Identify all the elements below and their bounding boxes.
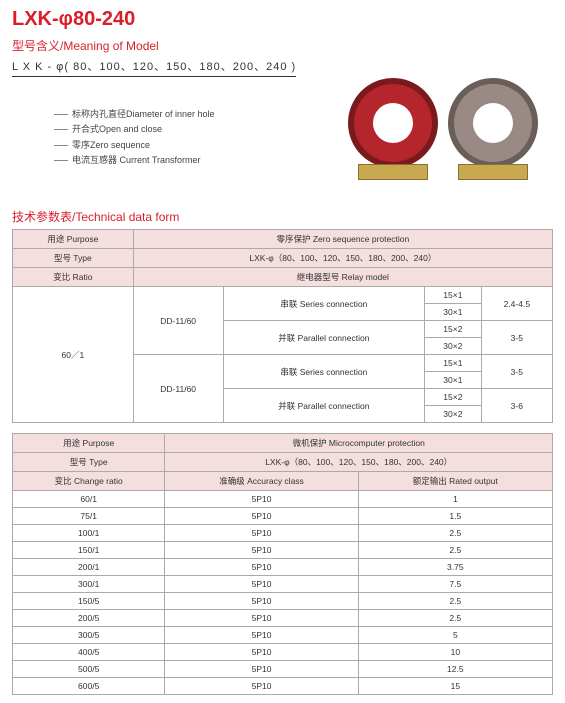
t2-cell: 200/5: [13, 610, 165, 627]
t2-cell: 5P10: [165, 525, 358, 542]
t2-cell: 7.5: [358, 576, 552, 593]
legend-item: 标称内孔直径Diameter of inner hole: [72, 107, 313, 122]
product-title: LXK-φ80-240: [12, 8, 553, 31]
t2-cell: 3.75: [358, 559, 552, 576]
t1-series: 串联 Series connection: [223, 355, 424, 389]
legend-list: 标称内孔直径Diameter of inner hole 开合式Open and…: [72, 107, 313, 168]
t2-cell: 300/1: [13, 576, 165, 593]
product-image: [333, 58, 553, 188]
t1-v: 15×1: [425, 355, 482, 372]
t1-type-lbl: 型号 Type: [13, 249, 134, 268]
t1-ratio-lbl: 变比 Ratio: [13, 268, 134, 287]
t2-cell: 200/1: [13, 559, 165, 576]
model-code-block: L X K - φ( 80、100、120、150、180、200、240 ) …: [12, 58, 313, 168]
t1-parallel: 并联 Parallel connection: [223, 389, 424, 423]
legend-item: 电流互感器 Current Transformer: [72, 153, 313, 168]
product-base: [458, 164, 528, 180]
t2-cell: 2.5: [358, 593, 552, 610]
t2-cell: 5P10: [165, 644, 358, 661]
t2-cell: 5P10: [165, 627, 358, 644]
product-ring-red: [348, 78, 438, 168]
t2-cell: 400/5: [13, 644, 165, 661]
t1-v: 15×1: [425, 287, 482, 304]
t1-v: 30×1: [425, 372, 482, 389]
product-base: [358, 164, 428, 180]
t2-cell: 5P10: [165, 610, 358, 627]
tech-table-2: 用途 Purpose 微机保护 Microcomputer protection…: [12, 433, 553, 695]
t1-dd2: DD-11/60: [133, 355, 223, 423]
t1-v: 15×2: [425, 321, 482, 338]
t1-v: 15×2: [425, 389, 482, 406]
t2-cell: 600/5: [13, 678, 165, 695]
t2-type-val: LXK-φ（80、100、120、150、180、200、240）: [165, 453, 553, 472]
t2-cell: 2.5: [358, 542, 552, 559]
t2-cell: 100/1: [13, 525, 165, 542]
legend-item: 开合式Open and close: [72, 122, 313, 137]
t2-cell: 5P10: [165, 576, 358, 593]
t2-cell: 15: [358, 678, 552, 695]
model-code-text: L X K - φ( 80、100、120、150、180、200、240 ): [12, 58, 296, 77]
t2-change-lbl: 变比 Change ratio: [13, 472, 165, 491]
t1-parallel: 并联 Parallel connection: [223, 321, 424, 355]
t2-cell: 150/5: [13, 593, 165, 610]
t1-series: 串联 Series connection: [223, 287, 424, 321]
t2-rated-lbl: 额定输出 Rated output: [358, 472, 552, 491]
t1-dd1: DD-11/60: [133, 287, 223, 355]
product-ring-grey: [448, 78, 538, 168]
t2-cell: 75/1: [13, 508, 165, 525]
t1-v: 30×2: [425, 406, 482, 423]
t1-purpose-val: 零序保护 Zero sequence protection: [133, 230, 552, 249]
t2-cell: 1: [358, 491, 552, 508]
t2-cell: 1.5: [358, 508, 552, 525]
t2-cell: 5P10: [165, 559, 358, 576]
t1-ratio-val: 60／1: [13, 287, 134, 423]
t2-cell: 5P10: [165, 508, 358, 525]
t1-r: 2.4-4.5: [481, 287, 552, 321]
t2-acc-lbl: 准确级 Accuracy class: [165, 472, 358, 491]
t2-cell: 5P10: [165, 491, 358, 508]
t2-cell: 2.5: [358, 610, 552, 627]
t2-cell: 2.5: [358, 525, 552, 542]
t1-relay-lbl: 继电器型号 Relay model: [133, 268, 552, 287]
t1-v: 30×2: [425, 338, 482, 355]
t2-cell: 300/5: [13, 627, 165, 644]
tech-header: 技术参数表/Technical data form: [12, 208, 553, 225]
t2-cell: 12.5: [358, 661, 552, 678]
tech-table-1: 用途 Purpose 零序保护 Zero sequence protection…: [12, 229, 553, 423]
t1-r: 3-5: [481, 321, 552, 355]
meaning-header: 型号含义/Meaning of Model: [12, 37, 553, 54]
t2-cell: 5: [358, 627, 552, 644]
t1-v: 30×1: [425, 304, 482, 321]
t1-purpose-lbl: 用途 Purpose: [13, 230, 134, 249]
t2-cell: 10: [358, 644, 552, 661]
t2-cell: 150/1: [13, 542, 165, 559]
t2-cell: 500/5: [13, 661, 165, 678]
t1-type-val: LXK-φ（80、100、120、150、180、200、240）: [133, 249, 552, 268]
meaning-section: L X K - φ( 80、100、120、150、180、200、240 ) …: [12, 58, 553, 188]
t1-r: 3-5: [481, 355, 552, 389]
t2-cell: 60/1: [13, 491, 165, 508]
t2-cell: 5P10: [165, 678, 358, 695]
legend-item: 零序Zero sequence: [72, 138, 313, 153]
t2-purpose-val: 微机保护 Microcomputer protection: [165, 434, 553, 453]
t2-type-lbl: 型号 Type: [13, 453, 165, 472]
t2-cell: 5P10: [165, 661, 358, 678]
t2-purpose-lbl: 用途 Purpose: [13, 434, 165, 453]
t2-cell: 5P10: [165, 542, 358, 559]
t1-r: 3-6: [481, 389, 552, 423]
t2-cell: 5P10: [165, 593, 358, 610]
